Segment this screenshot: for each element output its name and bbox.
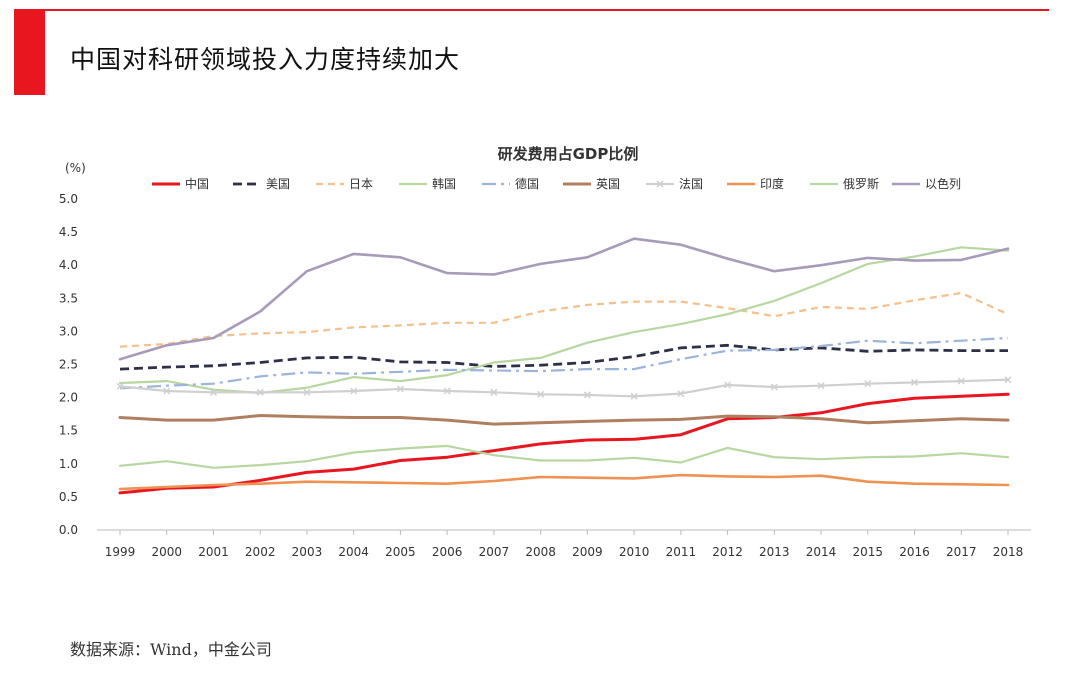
series-line-5 — [119, 336, 1009, 390]
legend-label: 印度 — [760, 176, 784, 191]
series-marker — [677, 390, 685, 398]
legend-label: 日本 — [349, 177, 373, 191]
x-tick-label: 2018 — [993, 545, 1024, 559]
header-accent-bar — [14, 9, 45, 95]
page-title: 中国对科研领域投入力度持续加大 — [70, 45, 461, 74]
header-rule — [14, 9, 1049, 11]
x-tick-label: 1999 — [105, 545, 136, 559]
x-tick-label: 2006 — [432, 545, 463, 559]
legend-label: 俄罗斯 — [843, 177, 879, 191]
x-tick-label: 2011 — [666, 545, 697, 559]
x-tick-label: 2000 — [151, 545, 182, 559]
series-line-9 — [118, 444, 1010, 469]
series-marker — [724, 381, 732, 389]
legend-label: 美国 — [266, 177, 290, 191]
series-marker — [350, 387, 358, 395]
y-tick-label: 5.0 — [59, 192, 78, 206]
series-marker — [910, 378, 919, 386]
series-marker — [1004, 376, 1012, 384]
y-tick-label: 3.0 — [59, 324, 78, 338]
y-tick-label: 1.5 — [59, 424, 78, 438]
x-tick-label: 2007 — [479, 545, 510, 559]
x-tick-label: 2014 — [806, 545, 837, 559]
x-tick-label: 2002 — [245, 545, 276, 559]
series-line-6 — [118, 414, 1010, 426]
x-tick-label: 2004 — [338, 545, 369, 559]
y-tick-label: 1.0 — [59, 457, 78, 471]
source-note: 数据来源：Wind，中金公司 — [70, 640, 272, 659]
chart-title: 研发费用占GDP比例 — [498, 145, 639, 163]
series-marker — [817, 382, 825, 390]
x-tick-label: 2017 — [946, 545, 977, 559]
x-tick-label: 2003 — [292, 545, 323, 559]
series-line-8 — [118, 473, 1010, 491]
x-tick-label: 2015 — [853, 545, 884, 559]
y-tick-label: 4.5 — [59, 225, 78, 239]
axes: 0.0 0.5 1.0 1.5 2.0 2.5 3.0 3.5 4.0 4.5 5.0 1999 200… — [59, 192, 1031, 559]
legend-label: 以色列 — [925, 177, 961, 191]
legend-label: 法国 — [679, 177, 703, 191]
series-marker — [256, 388, 264, 396]
legend: 中国 美国 日本 韩国 德国 英国 法国 印度 俄罗斯 以色列 — [152, 176, 961, 191]
series-line-2 — [119, 343, 1008, 371]
series-marker — [957, 377, 965, 385]
y-tick-label: 2.0 — [59, 391, 78, 405]
series-layer — [116, 237, 1012, 495]
series-marker — [490, 388, 498, 396]
series-marker — [864, 380, 872, 388]
series-marker — [163, 387, 171, 395]
series-marker — [209, 388, 218, 396]
y-tick-label: 0.0 — [59, 523, 78, 537]
legend-marker — [656, 180, 664, 188]
y-tick-label: 3.5 — [59, 291, 78, 305]
series-line-3 — [119, 291, 1009, 348]
x-tick-label: 2005 — [385, 545, 416, 559]
series-marker — [583, 391, 591, 399]
x-tick-label: 2013 — [759, 545, 790, 559]
y-tick-label: 2.5 — [59, 358, 78, 372]
series-marker — [630, 392, 638, 400]
x-tick-label: 2001 — [198, 545, 229, 559]
legend-label: 中国 — [185, 176, 209, 191]
series-marker — [770, 383, 778, 391]
legend-label: 韩国 — [432, 176, 456, 191]
series-marker — [443, 387, 451, 395]
legend-label: 英国 — [596, 177, 620, 191]
series-line-7 — [118, 378, 1010, 398]
series-line-10 — [118, 237, 1010, 361]
series-marker — [537, 390, 545, 398]
x-tick-label: 2010 — [619, 545, 650, 559]
y-tick-label: 0.5 — [59, 490, 78, 504]
x-tick-label: 2009 — [572, 545, 603, 559]
x-tick-label: 2016 — [899, 545, 930, 559]
y-axis-unit: (%) — [65, 161, 86, 175]
legend-label: 德国 — [515, 176, 539, 191]
series-marker — [116, 382, 124, 390]
x-tick-label: 2008 — [525, 545, 556, 559]
series-marker — [303, 388, 311, 396]
series-marker — [396, 385, 404, 393]
y-tick-label: 4.0 — [59, 258, 78, 272]
x-tick-label: 2012 — [712, 545, 743, 559]
series-line-1 — [118, 392, 1010, 495]
